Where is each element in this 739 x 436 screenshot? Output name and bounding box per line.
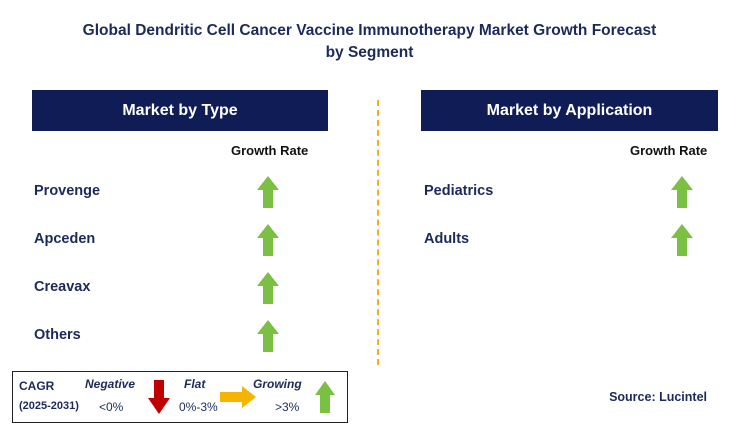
- legend-flat-range: 0%-3%: [179, 400, 218, 414]
- legend-cagr-label: CAGR: [19, 379, 55, 393]
- chart-title-line2: by Segment: [325, 44, 414, 61]
- application-row-label: Adults: [424, 231, 470, 247]
- arrow-up-icon: [315, 381, 335, 413]
- type-panel-header: Market by Type: [32, 90, 328, 131]
- application-row-label: Pediatrics: [424, 183, 494, 199]
- legend-flat-label: Flat: [184, 377, 206, 391]
- arrow-up-icon: [257, 272, 279, 304]
- legend-growing-label: Growing: [253, 377, 302, 391]
- type-row-label: Apceden: [34, 231, 96, 247]
- legend-negative-label: Negative: [85, 377, 136, 391]
- arrow-up-icon: [671, 224, 693, 256]
- type-row-label: Provenge: [34, 183, 101, 199]
- application-panel-header: Market by Application: [421, 90, 718, 131]
- application-growth-rate-label: Growth Rate: [630, 143, 708, 158]
- legend: CAGR (2025-2031) Negative <0% Flat 0%-3%…: [12, 371, 348, 423]
- chart-title: Global Dendritic Cell Cancer Vaccine Imm…: [0, 20, 739, 64]
- type-row-label: Creavax: [34, 279, 91, 295]
- arrow-down-icon: [148, 380, 170, 414]
- source-note: Source: Lucintel: [609, 390, 707, 404]
- legend-negative-range: <0%: [99, 400, 124, 414]
- type-growth-rate-label: Growth Rate: [231, 143, 309, 158]
- arrow-up-icon: [257, 320, 279, 352]
- type-row-label: Others: [34, 327, 81, 343]
- legend-growing-range: >3%: [275, 400, 300, 414]
- arrow-up-icon: [671, 176, 693, 208]
- legend-period: (2025-2031): [19, 400, 79, 412]
- chart-title-line1: Global Dendritic Cell Cancer Vaccine Imm…: [82, 22, 657, 39]
- panel-divider: [377, 100, 379, 365]
- arrow-up-icon: [257, 224, 279, 256]
- arrow-right-icon: [220, 386, 256, 408]
- arrow-up-icon: [257, 176, 279, 208]
